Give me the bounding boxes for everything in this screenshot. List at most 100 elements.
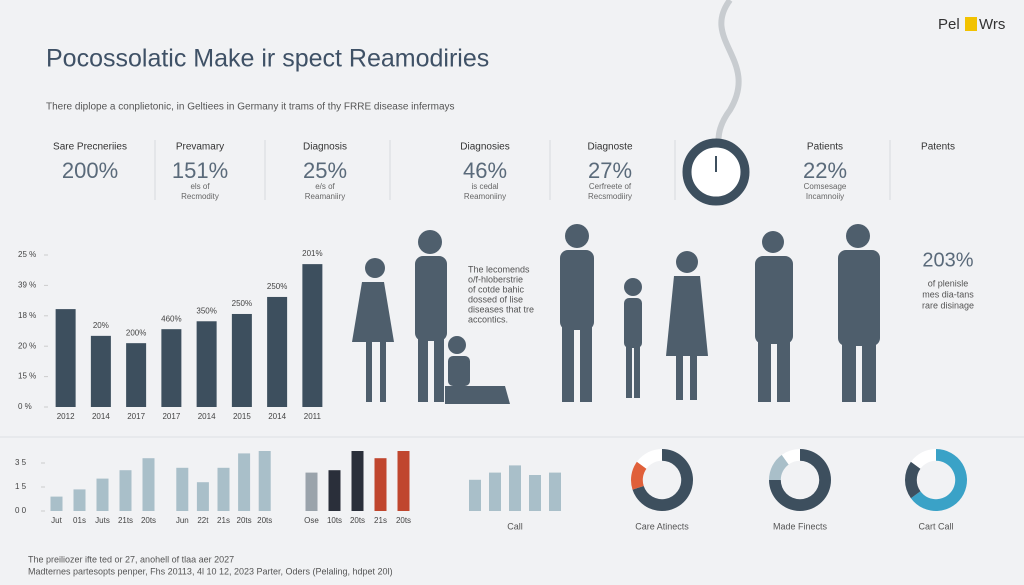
x-tick-label: 2011 bbox=[304, 412, 322, 421]
donut-slice bbox=[632, 449, 693, 511]
x-tick-label: 20ts bbox=[257, 516, 272, 525]
note-text: of cotde bahic bbox=[468, 284, 525, 294]
stat-note: Recsmodiiry bbox=[588, 192, 632, 201]
bar bbox=[305, 472, 318, 511]
donut-slice bbox=[910, 449, 936, 469]
x-tick-label: Ose bbox=[304, 516, 319, 525]
x-tick-label: 20ts bbox=[350, 516, 365, 525]
right-value: 203% bbox=[922, 249, 973, 271]
stat-label: Diagnosis bbox=[303, 142, 347, 153]
bar bbox=[328, 470, 341, 511]
right-note: of plenisle bbox=[928, 278, 969, 288]
stat-note: is cedal bbox=[471, 182, 498, 191]
stat-note: Comsesage bbox=[804, 182, 847, 191]
x-tick-label: 2012 bbox=[57, 412, 75, 421]
footer-text: The preiliozer ifte ted or 27, anohell o… bbox=[28, 554, 234, 564]
note-text: The lecomends bbox=[468, 264, 530, 274]
bar bbox=[196, 321, 217, 407]
x-tick-label: 2014 bbox=[92, 412, 110, 421]
bar bbox=[489, 472, 501, 511]
note-text: o/f-hloberstrie bbox=[468, 274, 523, 284]
x-tick-label: Juts bbox=[95, 516, 110, 525]
bar-note: 350% bbox=[196, 306, 216, 315]
donut-slice bbox=[630, 461, 647, 490]
bar bbox=[549, 472, 561, 511]
x-tick-label: 20ts bbox=[141, 516, 156, 525]
donut-slice bbox=[636, 449, 662, 469]
donut-slice bbox=[781, 449, 800, 465]
x-tick-label: 22t bbox=[197, 516, 209, 525]
bar bbox=[50, 496, 63, 511]
bar bbox=[397, 451, 410, 511]
bar bbox=[196, 482, 209, 511]
donut-title: Care Atinects bbox=[635, 521, 689, 531]
note-text: diseases that tre bbox=[468, 304, 534, 314]
title: Pocossolatic Make ir spect Reamodiries bbox=[46, 45, 489, 73]
stat-label: Diagnosies bbox=[460, 142, 509, 153]
bar bbox=[90, 335, 111, 407]
y-tick-label: 15 % bbox=[18, 372, 36, 381]
x-tick-label: 2014 bbox=[268, 412, 286, 421]
x-tick-label: 20ts bbox=[396, 516, 411, 525]
y-tick-label: 0 0 bbox=[15, 506, 27, 515]
bar bbox=[231, 313, 252, 407]
bar-note: 200% bbox=[126, 328, 146, 337]
x-tick-label: 2017 bbox=[127, 412, 145, 421]
donut-slice bbox=[905, 461, 921, 499]
stat-note: Reamaniiry bbox=[305, 192, 345, 201]
y-tick-label: 25 % bbox=[18, 250, 36, 259]
stat-value: 151% bbox=[172, 158, 228, 183]
x-tick-label: 21s bbox=[217, 516, 230, 525]
x-tick-label: Jut bbox=[51, 516, 62, 525]
x-tick-label: 21ts bbox=[118, 516, 133, 525]
note-text: accontics. bbox=[468, 314, 508, 324]
bar bbox=[258, 451, 271, 511]
stat-note: els of bbox=[190, 182, 210, 191]
bar-note: 201% bbox=[302, 249, 322, 258]
footer-text: Madternes partesopts penper, Fhs 20113, … bbox=[28, 566, 393, 576]
stat-note: Incamnoiiy bbox=[806, 192, 844, 201]
stat-note: Reamoniiny bbox=[464, 192, 506, 201]
bar bbox=[73, 489, 86, 511]
logo: Pel bbox=[938, 16, 960, 33]
donut-title: Cart Call bbox=[918, 521, 953, 531]
bar bbox=[238, 453, 251, 511]
stat-value: 25% bbox=[303, 158, 347, 183]
bar-note: 20% bbox=[93, 321, 109, 330]
stat-label: Patients bbox=[807, 142, 843, 153]
silhouettes bbox=[352, 224, 880, 404]
stat-label: Prevamary bbox=[176, 142, 224, 153]
stat-label: Diagnoste bbox=[587, 142, 632, 153]
stat-value: 22% bbox=[803, 158, 847, 183]
bar-note: 250% bbox=[267, 282, 287, 291]
bar bbox=[55, 309, 76, 407]
donut-slice bbox=[769, 449, 831, 511]
bar bbox=[469, 479, 481, 511]
x-tick-label: 2017 bbox=[162, 412, 180, 421]
stat-value: 200% bbox=[62, 158, 118, 183]
stat-value: 27% bbox=[588, 158, 632, 183]
logo: Wrs bbox=[979, 16, 1005, 33]
bar bbox=[217, 467, 230, 511]
note-text: dossed of lise bbox=[468, 294, 523, 304]
stat-note: Cerfreete of bbox=[589, 182, 632, 191]
donut-slice bbox=[910, 449, 968, 511]
stat-note: e/s of bbox=[315, 182, 335, 191]
x-tick-label: 20ts bbox=[237, 516, 252, 525]
x-tick-label: 2014 bbox=[198, 412, 216, 421]
right-note: rare disinage bbox=[922, 300, 974, 310]
bar bbox=[176, 467, 189, 511]
y-tick-label: 0 % bbox=[18, 402, 32, 411]
x-tick-label: 21s bbox=[374, 516, 387, 525]
donut-title: Made Finects bbox=[773, 521, 828, 531]
bar bbox=[509, 465, 521, 511]
bar bbox=[351, 451, 364, 511]
y-tick-label: 20 % bbox=[18, 341, 36, 350]
stat-label: Patents bbox=[921, 142, 955, 153]
subtitle: There diplope a conplietonic, in Geltiee… bbox=[46, 102, 455, 113]
bar bbox=[529, 475, 541, 511]
bar bbox=[96, 478, 109, 511]
bar-note: 460% bbox=[161, 314, 181, 323]
bar-note: 250% bbox=[232, 299, 252, 308]
